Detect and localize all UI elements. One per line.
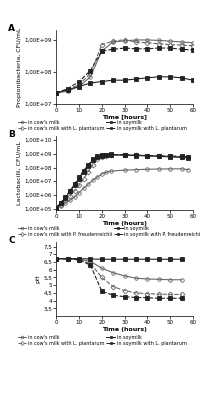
Legend: in cow's milk, in cow's milk with L. plantarum, in soymilk, in soymilk with L. p: in cow's milk, in cow's milk with L. pla… bbox=[18, 335, 186, 346]
Text: C: C bbox=[8, 236, 15, 245]
Legend: in cow's milk, in cow's milk with L. plantarum, in soymilk, in soymilk with L. p: in cow's milk, in cow's milk with L. pla… bbox=[18, 120, 186, 131]
X-axis label: Time (hours): Time (hours) bbox=[102, 220, 146, 226]
Y-axis label: Lactobacilli, CFU/mL: Lactobacilli, CFU/mL bbox=[17, 141, 22, 205]
Legend: in cow's milk, in cow's milk with P. freudenreichii, in soymilk, in soymilk with: in cow's milk, in cow's milk with P. fre… bbox=[18, 226, 200, 237]
X-axis label: Time (hours): Time (hours) bbox=[102, 326, 146, 332]
Text: B: B bbox=[8, 130, 15, 139]
Y-axis label: Propionibacteria, CFU/mL: Propionibacteria, CFU/mL bbox=[17, 27, 22, 107]
X-axis label: Time [hours]: Time [hours] bbox=[102, 114, 146, 120]
Y-axis label: pH: pH bbox=[35, 275, 40, 283]
Text: A: A bbox=[8, 24, 15, 33]
